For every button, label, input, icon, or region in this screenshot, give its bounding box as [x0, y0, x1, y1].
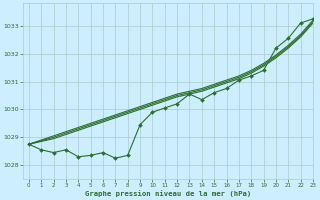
X-axis label: Graphe pression niveau de la mer (hPa): Graphe pression niveau de la mer (hPa)	[85, 190, 251, 197]
